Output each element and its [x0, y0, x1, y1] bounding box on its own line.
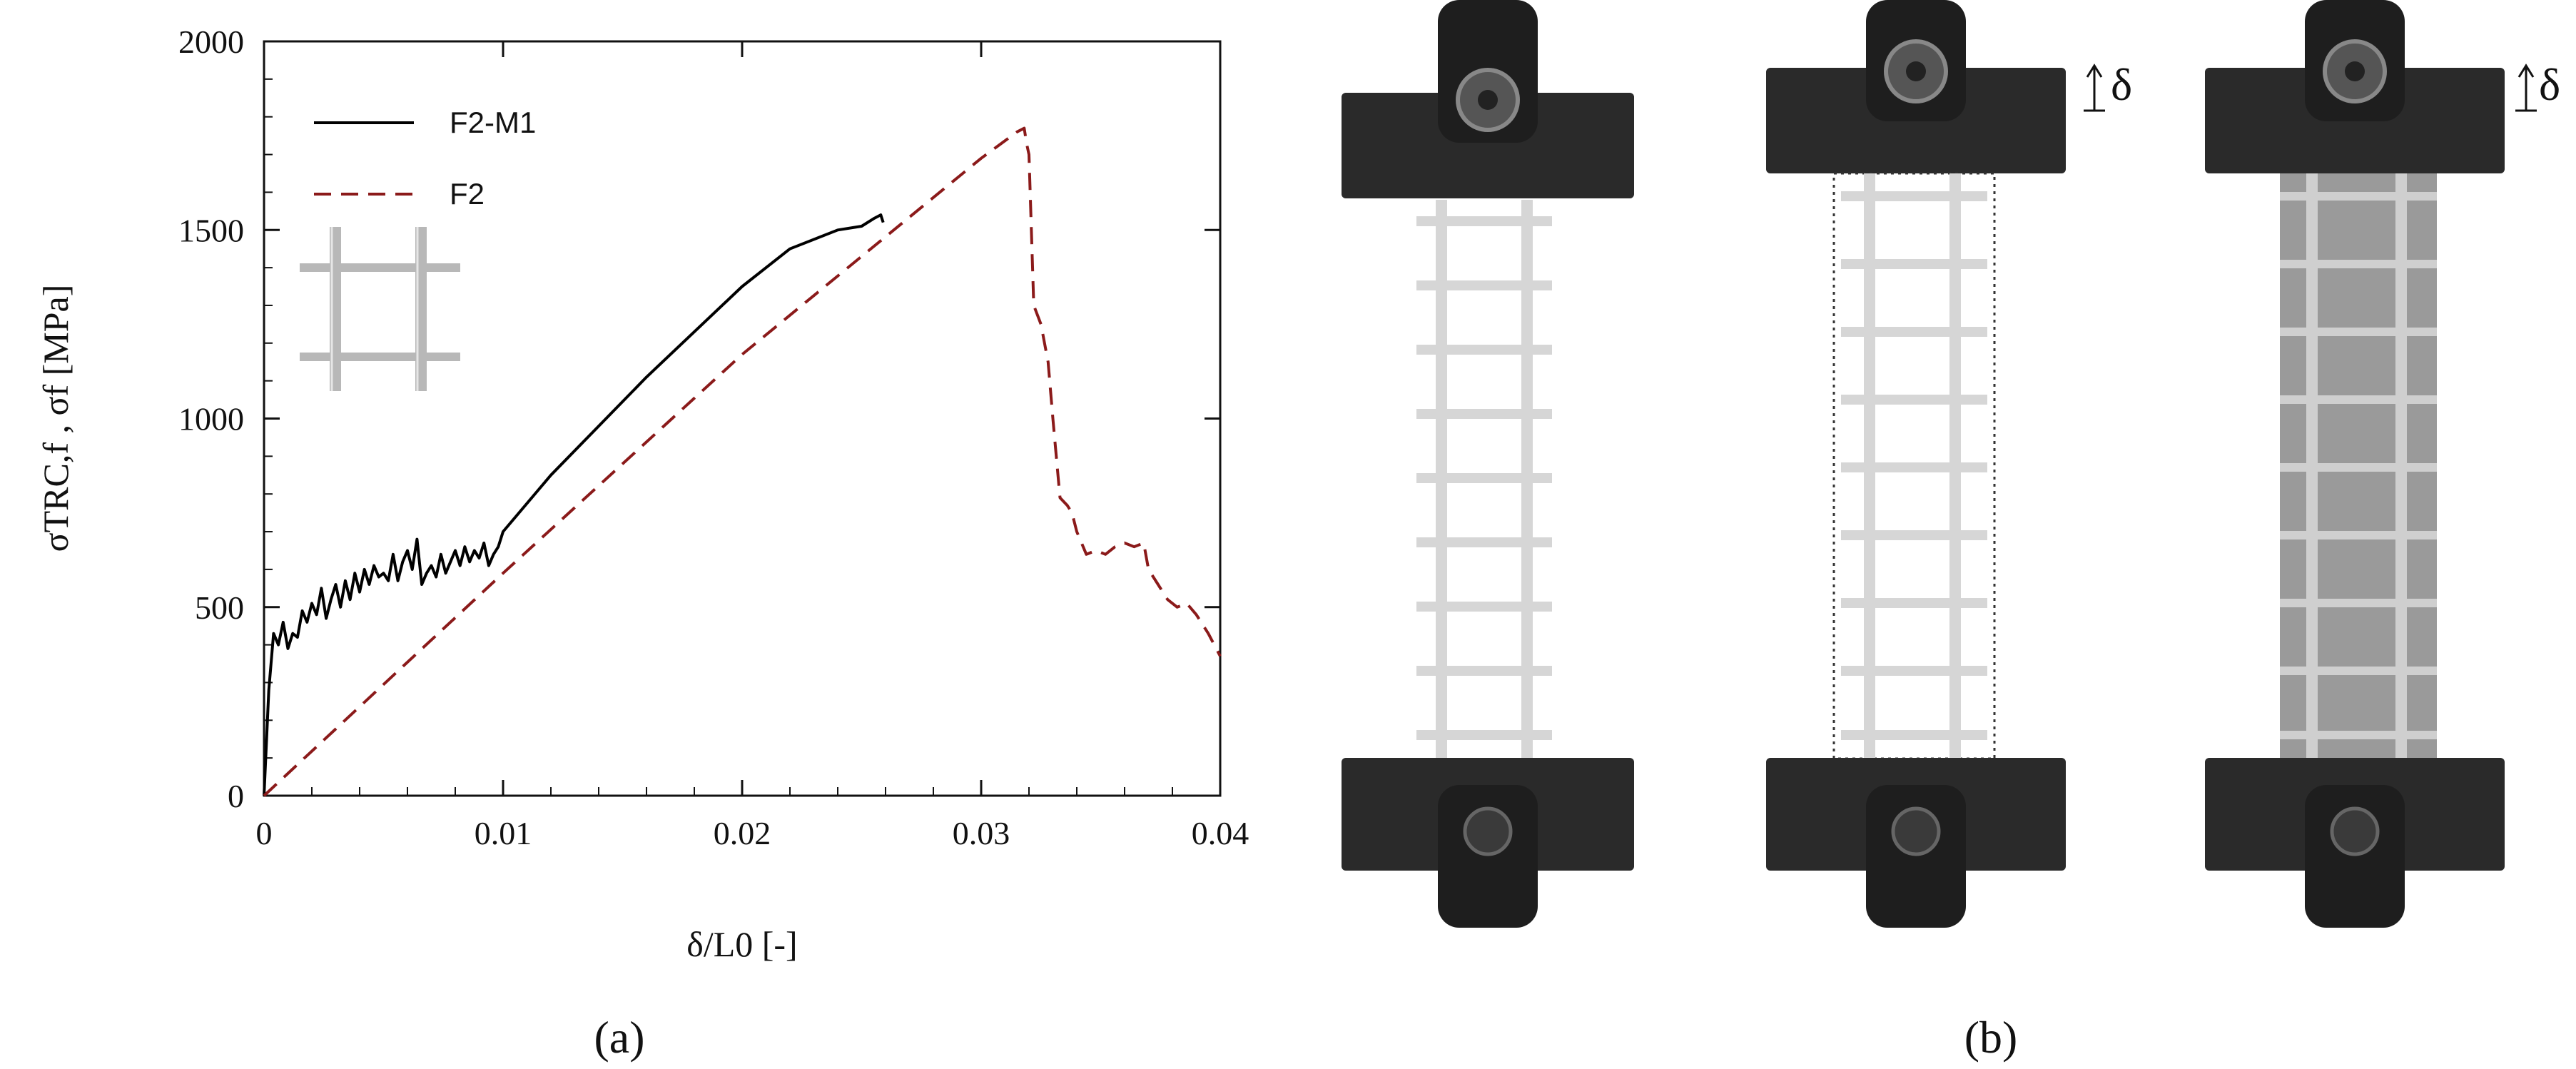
delta-label: δ [2539, 59, 2560, 110]
series-layer [263, 126, 1222, 797]
x-tick-label: 0 [256, 815, 273, 851]
x-tick-label: 0.03 [953, 815, 1010, 851]
mesh-inset-icon [300, 227, 460, 391]
series-line-f2-m1 [263, 213, 885, 796]
y-tick-label: 1000 [178, 401, 244, 437]
top-pin-hole-icon [2345, 61, 2365, 81]
specimen-outline [1832, 172, 1996, 760]
y-tick-label: 2000 [178, 24, 244, 60]
delta-arrow-icon [2084, 64, 2105, 112]
specimen-trc: δ [2205, 0, 2560, 928]
y-tick-label: 500 [195, 589, 244, 626]
legend-label-f2: F2 [450, 177, 485, 211]
top-grip [1342, 93, 1634, 198]
textile-mesh [1841, 173, 1987, 759]
series-line-f2 [263, 126, 1222, 797]
bottom-pin-icon [2330, 806, 2380, 856]
stress-strain-chart: 0 0.01 0.02 0.03 0.04 0 500 1000 1500 2000 δ/L0 [… [36, 24, 1249, 1063]
x-tick-label: 0.01 [475, 815, 532, 851]
plot-frame [263, 40, 1222, 797]
axis-ticks [263, 40, 1222, 797]
panel-label-b: (b) [1964, 1012, 2018, 1063]
bottom-pin-icon [1891, 806, 1941, 856]
specimen-mesh-outline: δ [1766, 0, 2132, 928]
x-tick-label: 0.02 [714, 815, 771, 851]
top-pin-hole-icon [1478, 90, 1498, 110]
textile-mesh [1416, 200, 1552, 764]
legend-label-f2-m1: F2-M1 [450, 106, 536, 139]
tick-labels: 0 0.01 0.02 0.03 0.04 0 500 1000 1500 2000 [178, 24, 1249, 851]
x-tick-label: 0.04 [1192, 815, 1249, 851]
bottom-pin-icon [1463, 806, 1513, 856]
bottom-clamp [1866, 785, 1966, 928]
x-axis-title: δ/L0 [-] [686, 924, 797, 964]
bottom-clamp [1438, 785, 1538, 928]
textile-mesh [2280, 173, 2437, 759]
panel-label-a: (a) [594, 1012, 644, 1063]
delta-label: δ [2111, 59, 2132, 110]
y-axis-title: σTRC,f , σf [MPa] [36, 285, 76, 552]
legend: F2-M1 F2 [314, 106, 536, 211]
specimen-mesh-only [1342, 0, 1634, 928]
y-tick-label: 1500 [178, 212, 244, 248]
bottom-clamp [2305, 785, 2405, 928]
top-pin-hole-icon [1906, 61, 1926, 81]
y-tick-label: 0 [228, 778, 244, 814]
delta-arrow-icon [2515, 64, 2537, 112]
specimen-photos: δ [1342, 0, 2560, 1063]
